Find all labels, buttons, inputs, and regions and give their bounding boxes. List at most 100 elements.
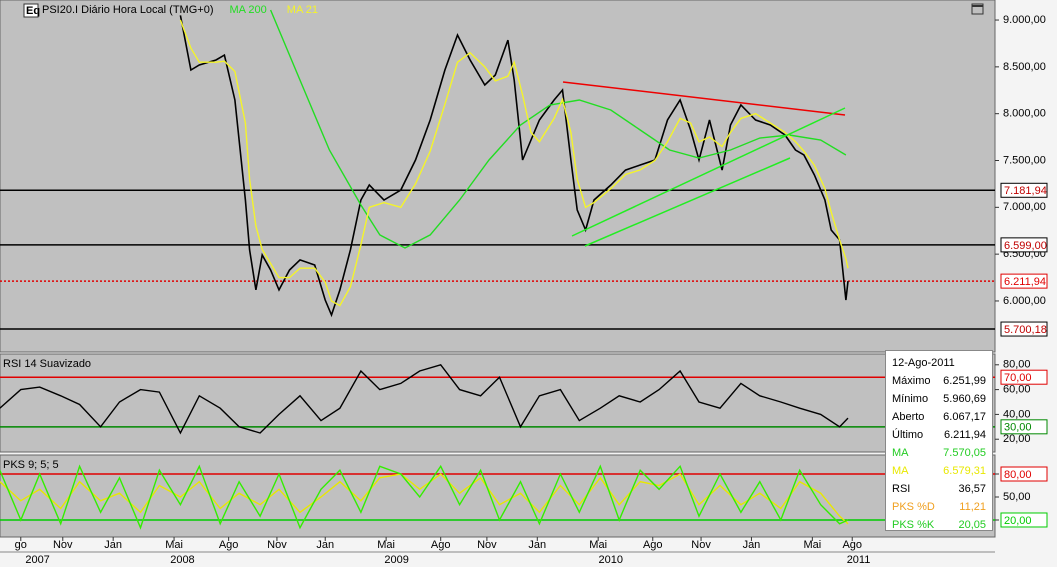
level-label-box — [1000, 321, 1048, 337]
level-label: 80,00 — [1004, 469, 1032, 481]
level-label: 6.211,94 — [1004, 276, 1046, 288]
series-line — [0, 363, 849, 435]
trendline — [584, 157, 791, 247]
x-tick-label: Nov — [53, 539, 73, 551]
level-label-box — [1000, 237, 1048, 253]
info-box: 12-Ago-2011 Máximo 6.251,99 Mínimo 5.960,69… — [885, 350, 993, 531]
info-label: RSI — [892, 483, 911, 495]
info-row: Último 6.211,94 — [892, 426, 986, 444]
x-tick-label: Jan — [743, 539, 761, 551]
info-label: PKS %D — [892, 501, 935, 513]
info-label: Último — [892, 429, 924, 441]
info-row: MA 7.570,05 — [892, 444, 986, 462]
info-row: Máximo 6.251,99 — [892, 372, 986, 390]
x-tick-label: go — [15, 539, 27, 551]
x-tick-label: Ago — [431, 539, 451, 551]
series-line — [179, 15, 849, 318]
info-label: Aberto — [892, 411, 925, 423]
panel — [0, 454, 996, 538]
icon-box[interactable] — [23, 3, 39, 18]
trendline — [571, 107, 846, 237]
x-tick-label: Jan — [104, 539, 122, 551]
level-label-box — [1000, 182, 1048, 198]
y-tick-label: 9.000,00 — [1003, 14, 1046, 26]
year-label: 2010 — [599, 554, 623, 566]
series-line — [0, 464, 849, 530]
level-label: 30,00 — [1004, 422, 1032, 434]
legend-entry: MA 200 — [229, 4, 266, 16]
year-label: 2007 — [25, 554, 49, 566]
panel-title: PKS 9; 5; 5 — [3, 459, 59, 471]
y-tick-label: 7.000,00 — [1003, 201, 1046, 213]
x-tick-label: Ago — [219, 539, 239, 551]
y-tick-label: 7.500,00 — [1003, 154, 1046, 166]
y-tick-label: 80,00 — [1003, 359, 1031, 371]
info-row: MA 6.579,31 — [892, 462, 986, 480]
maximize-button[interactable] — [971, 3, 984, 15]
y-tick-label: 6.000,00 — [1003, 295, 1046, 307]
y-tick-label: 20,00 — [1003, 433, 1031, 445]
x-tick-label: Ago — [842, 539, 862, 551]
panel — [0, 353, 996, 453]
y-tick-label: 40,00 — [1003, 408, 1031, 420]
y-tick-label: 8.000,00 — [1003, 108, 1046, 120]
y-tick-label: 60,00 — [1003, 384, 1031, 396]
info-value: 36,57 — [958, 483, 986, 495]
x-tick-label: Ago — [643, 539, 663, 551]
series-line — [179, 19, 849, 307]
info-label: Mínimo — [892, 393, 929, 405]
info-value: 7.570,05 — [943, 447, 986, 459]
level-label: 6.599,00 — [1004, 240, 1047, 252]
level-label-box — [1000, 419, 1048, 435]
panel — [0, 0, 996, 353]
panel-title: PSI20.I Diário Hora Local (TMG+0) — [42, 4, 213, 16]
trendlines — [562, 81, 846, 247]
info-label: MA — [892, 447, 909, 459]
info-value: 11,21 — [959, 501, 986, 513]
year-label: 2009 — [384, 554, 408, 566]
info-row: PKS %D 11,21 — [892, 498, 986, 516]
level-label-box — [1000, 512, 1048, 528]
info-value: 6.579,31 — [943, 465, 986, 477]
x-tick-label: Jan — [316, 539, 334, 551]
x-tick-label: Mai — [165, 539, 183, 551]
x-tick-label: Mai — [589, 539, 607, 551]
level-label: 70,00 — [1004, 372, 1032, 384]
y-tick-label: 50,00 — [1003, 491, 1031, 503]
info-row: PKS %K 20,05 — [892, 516, 986, 534]
level-label-box — [1000, 466, 1048, 482]
info-value: 20,05 — [958, 519, 986, 531]
y-tick-label: 8.500,00 — [1003, 61, 1046, 73]
x-tick-label: Nov — [477, 539, 497, 551]
level-label-box — [1000, 369, 1048, 385]
legend-entry: MA 21 — [287, 4, 318, 16]
trendline — [562, 81, 846, 116]
x-tick-label: Nov — [267, 539, 287, 551]
info-row: RSI 36,57 — [892, 480, 986, 498]
info-row: Mínimo 5.960,69 — [892, 390, 986, 408]
info-row: Aberto 6.067,17 — [892, 408, 986, 426]
x-tick-label: Mai — [803, 539, 821, 551]
info-value: 6.251,99 — [943, 375, 986, 387]
info-label: MA — [892, 465, 909, 477]
level-label: 7.181,94 — [1004, 185, 1047, 197]
panel-title: RSI 14 Suavizado — [3, 358, 91, 370]
info-value: 5.960,69 — [943, 393, 986, 405]
year-label: 2011 — [847, 554, 871, 566]
info-value: 6.067,17 — [943, 411, 986, 423]
info-label: Máximo — [892, 375, 931, 387]
year-label: 2008 — [170, 554, 194, 566]
info-value: 6.211,94 — [943, 429, 986, 441]
x-tick-label: Jan — [528, 539, 546, 551]
level-label-box — [1000, 273, 1048, 289]
icon-label[interactable]: Eq — [26, 5, 40, 17]
y-tick-label: 6.500,00 — [1003, 248, 1046, 260]
level-label: 5.700,18 — [1004, 324, 1047, 336]
info-label: PKS %K — [892, 519, 935, 531]
x-tick-label: Mai — [377, 539, 395, 551]
level-label: 20,00 — [1004, 515, 1032, 527]
x-tick-label: Nov — [691, 539, 711, 551]
